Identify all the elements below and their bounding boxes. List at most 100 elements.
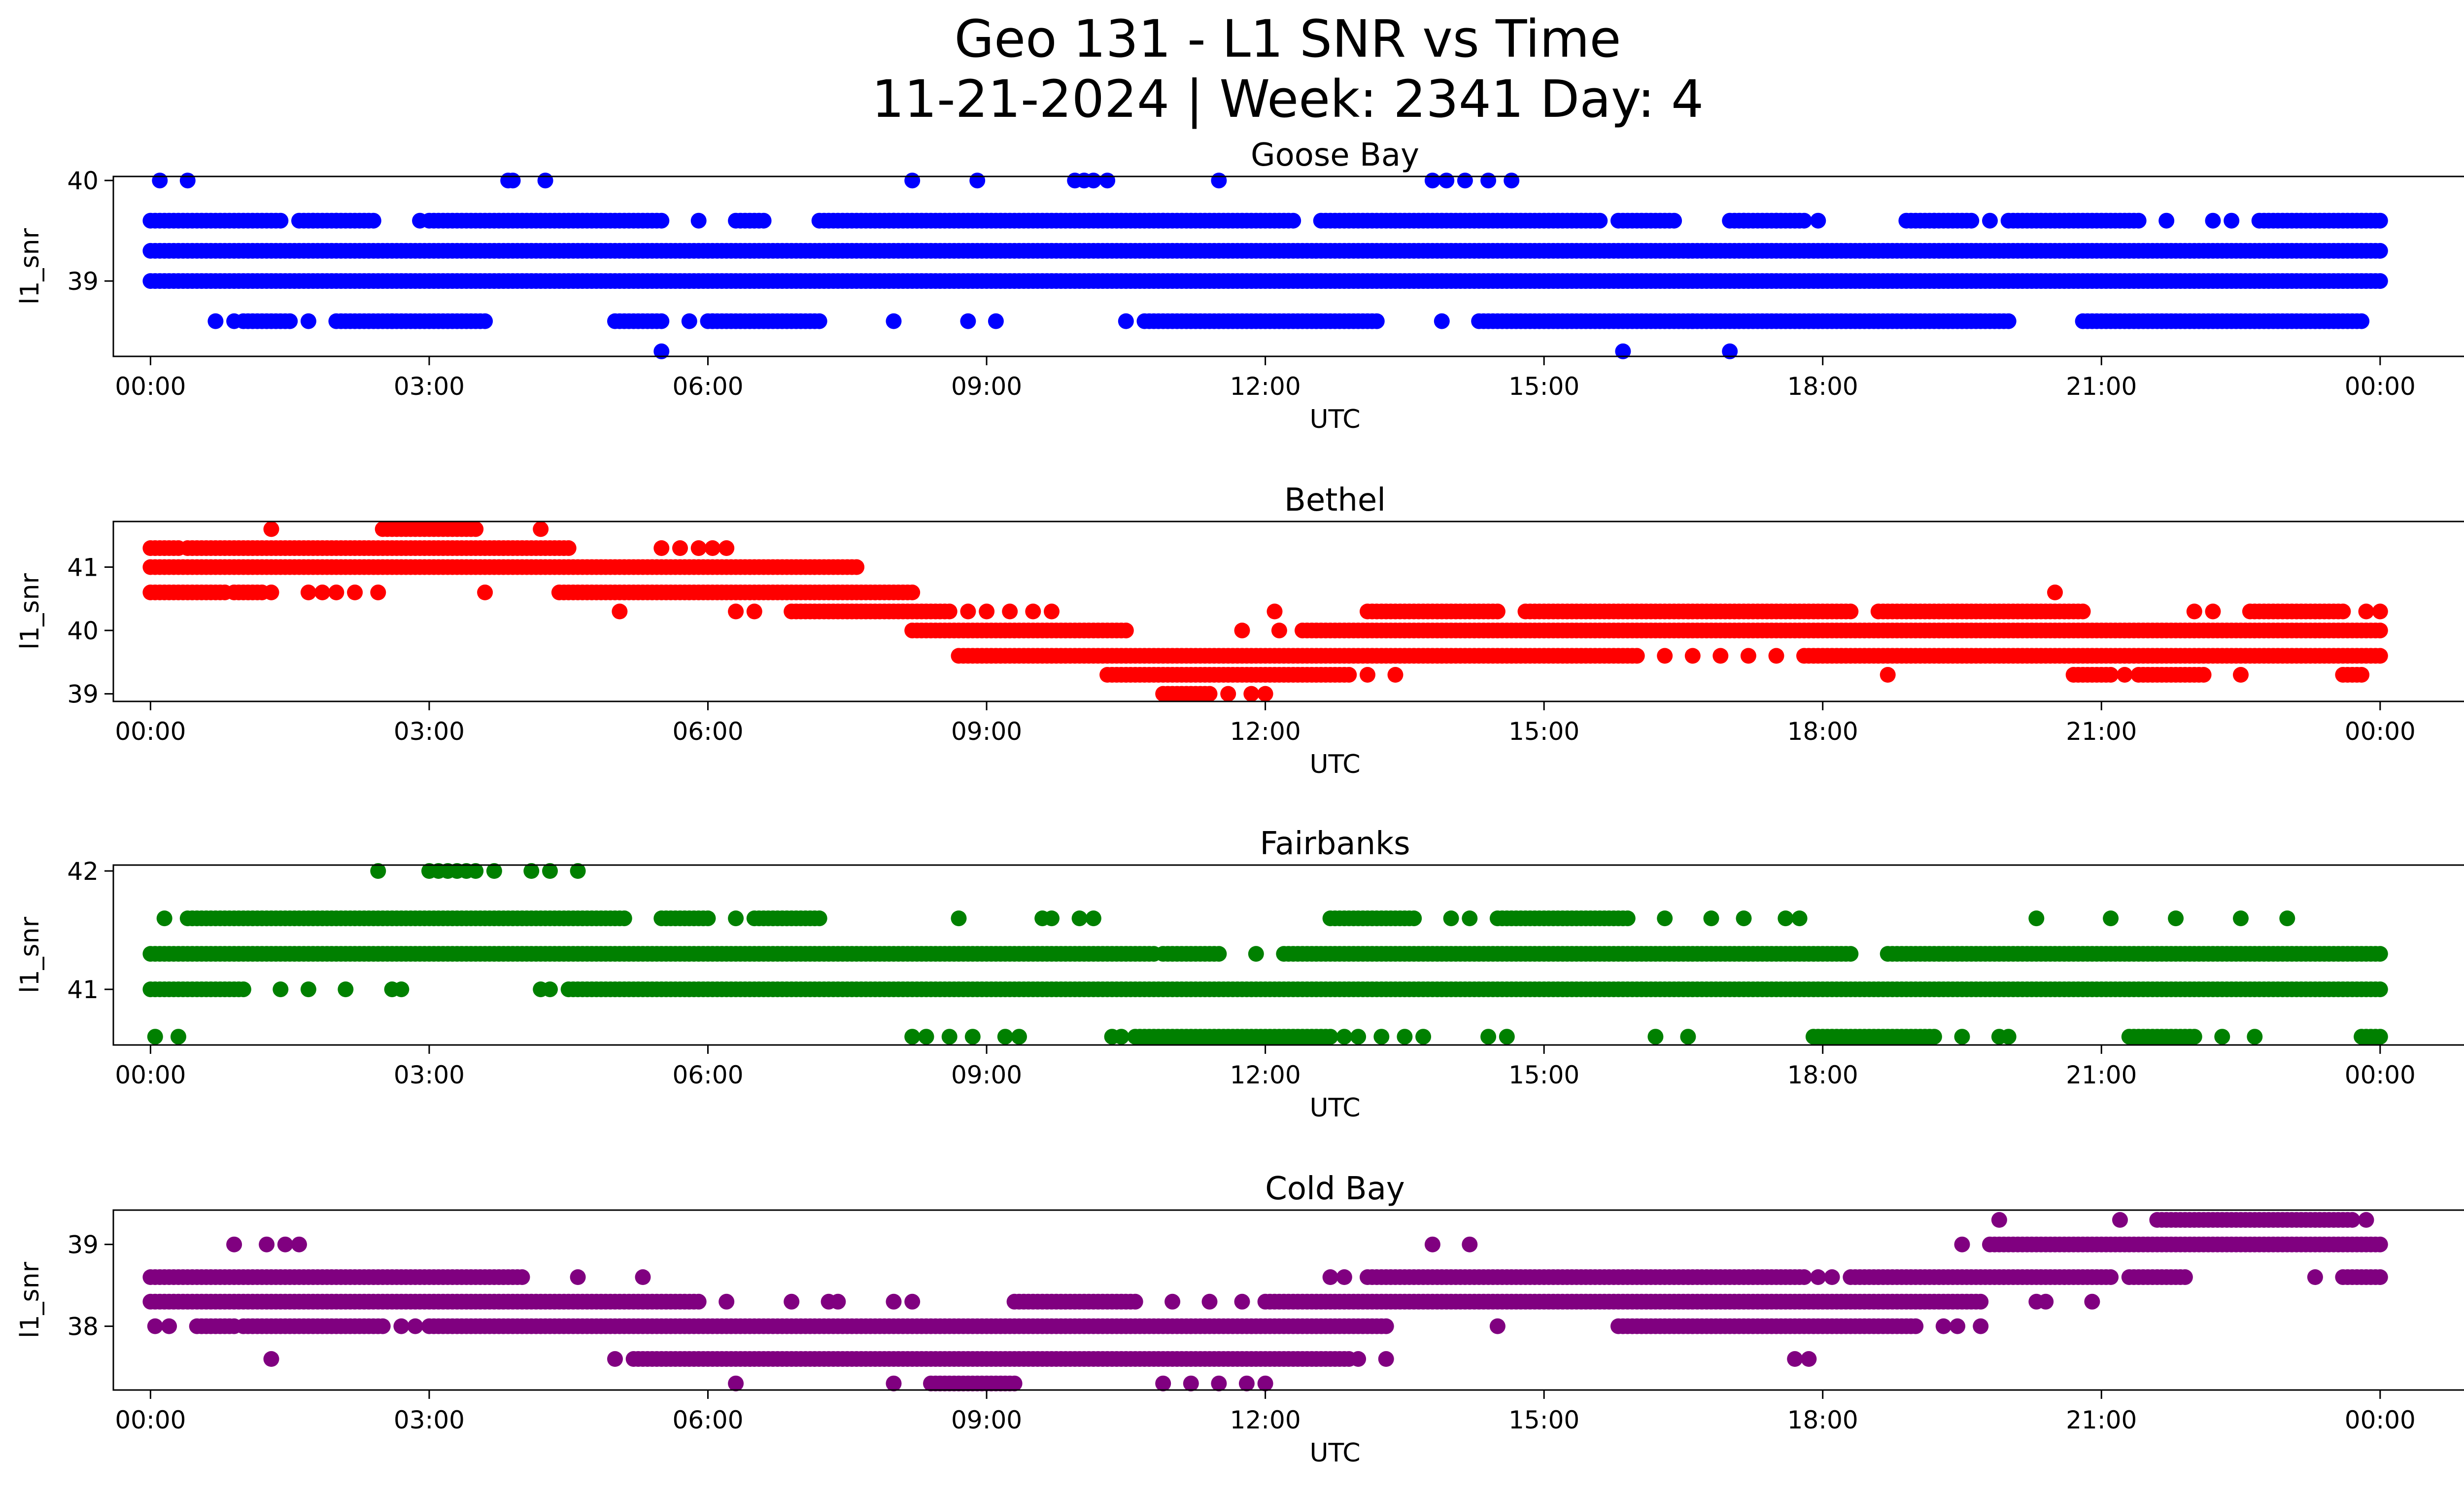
x-tick-label: 21:00 [2066, 1061, 2137, 1089]
data-point [179, 173, 196, 189]
data-point [1322, 1269, 1338, 1285]
data-point [207, 313, 224, 329]
data-point [2372, 1269, 2388, 1285]
data-point [2075, 603, 2091, 620]
data-point [849, 559, 865, 575]
y-tick-label: 41 [67, 975, 99, 1004]
data-point [1360, 667, 1375, 683]
data-point [282, 313, 298, 329]
data-point [1406, 910, 1422, 927]
data-point [2084, 1293, 2100, 1310]
data-point [1118, 623, 1134, 639]
data-point [830, 1293, 846, 1310]
data-point [941, 603, 958, 620]
data-point [969, 173, 986, 189]
x-tick-label: 00:00 [2345, 1061, 2416, 1089]
data-point [1271, 623, 1287, 639]
subplot-title: Bethel [1284, 482, 1386, 519]
x-tick-label: 12:00 [1230, 717, 1301, 746]
x-tick-label: 00:00 [2345, 372, 2416, 401]
axes-frame [112, 521, 2464, 702]
data-point [1397, 1029, 1413, 1045]
data-point [300, 584, 316, 600]
data-point [2354, 313, 2370, 329]
data-point [1443, 910, 1459, 927]
data-point [1424, 173, 1440, 189]
data-point [2028, 910, 2045, 927]
data-point [1684, 648, 1701, 664]
data-point [1499, 1029, 1515, 1045]
data-point [1099, 173, 1116, 189]
data-point [412, 212, 428, 229]
x-tick-label: 12:00 [1230, 372, 1301, 401]
data-point [514, 1269, 530, 1285]
data-point [1810, 212, 1826, 229]
data-point [1434, 313, 1450, 329]
data-point [2233, 910, 2249, 927]
data-point [960, 313, 976, 329]
data-point [719, 1293, 735, 1310]
data-point [2372, 603, 2388, 620]
axes-frame [112, 175, 2464, 357]
data-point [1211, 946, 1227, 962]
data-point [1619, 910, 1636, 927]
x-tick-label: 06:00 [672, 717, 743, 746]
data-point [1234, 623, 1250, 639]
data-point [1387, 212, 1403, 229]
data-point [1336, 1029, 1352, 1045]
y-tick-label: 42 [67, 857, 99, 886]
x-tick-label: 03:00 [394, 372, 465, 401]
data-point [653, 212, 670, 229]
data-point [328, 584, 344, 600]
data-point [1127, 1293, 1143, 1310]
data-point [1071, 910, 1088, 927]
data-point [1647, 1029, 1664, 1045]
data-point [784, 1293, 800, 1310]
y-tick-label: 40 [67, 167, 99, 195]
data-point [2372, 243, 2388, 259]
data-point [570, 1269, 586, 1285]
data-point [1457, 173, 1473, 189]
x-tick-label: 18:00 [1787, 717, 1858, 746]
x-tick-label: 03:00 [394, 1061, 465, 1089]
data-point [226, 313, 242, 329]
data-point [1044, 910, 1060, 927]
data-point [2103, 667, 2119, 683]
data-point [1266, 603, 1283, 620]
data-point [2103, 1269, 2119, 1285]
x-tick-label: 00:00 [115, 1061, 186, 1089]
data-point [1796, 212, 1812, 229]
data-point [1044, 603, 1060, 620]
data-point [2158, 212, 2175, 229]
data-point [1703, 910, 1719, 927]
data-point [1113, 1029, 1129, 1045]
y-tick-label: 41 [67, 554, 99, 582]
data-point [1243, 686, 1260, 702]
data-point [681, 313, 697, 329]
data-point [1387, 667, 1403, 683]
data-point [941, 1029, 958, 1045]
data-point [653, 313, 670, 329]
x-tick-label: 03:00 [394, 717, 465, 746]
data-point [1369, 313, 1385, 329]
data-point [542, 981, 558, 998]
data-point [1234, 1293, 1250, 1310]
data-point [263, 521, 279, 537]
data-point [1680, 1029, 1696, 1045]
data-point [1963, 212, 1980, 229]
x-tick-label: 15:00 [1508, 1061, 1579, 1089]
x-tick-label: 15:00 [1508, 372, 1579, 401]
data-point [904, 1029, 921, 1045]
data-point [811, 910, 827, 927]
data-point [612, 603, 628, 620]
data-point [1926, 212, 1942, 229]
data-point [1480, 1029, 1497, 1045]
data-point [1768, 648, 1784, 664]
data-point [156, 910, 172, 927]
data-point [979, 603, 995, 620]
data-point [1025, 603, 1041, 620]
x-tick-label: 00:00 [2345, 717, 2416, 746]
